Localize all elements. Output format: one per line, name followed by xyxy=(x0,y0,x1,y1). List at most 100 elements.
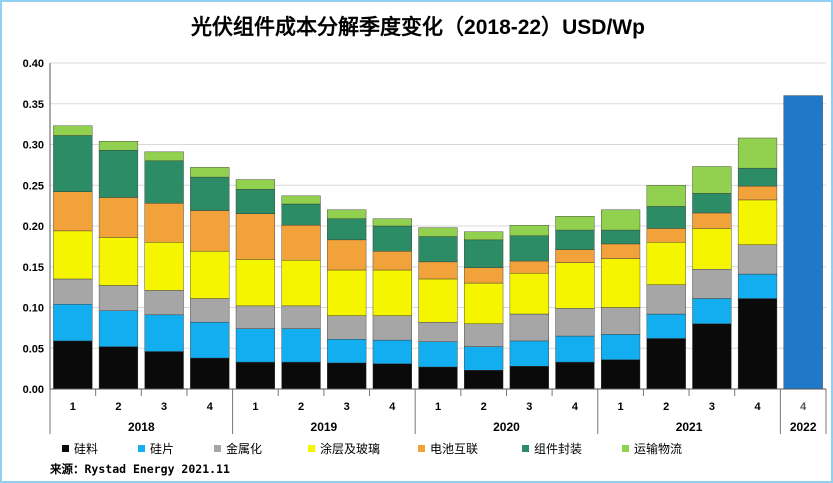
x-tick-label: 4 xyxy=(572,401,579,413)
legend-label: 组件封装 xyxy=(534,442,582,456)
bar-segment-6 xyxy=(190,176,230,211)
bar-segment-5 xyxy=(509,260,549,274)
bar-segment-4 xyxy=(144,242,184,291)
bar-segment-6 xyxy=(555,229,595,250)
bar-segment-6 xyxy=(418,236,458,263)
x-tick-label: 3 xyxy=(709,401,715,413)
bar-segment-2 xyxy=(737,273,778,299)
bar-segment-7 xyxy=(98,141,139,151)
y-tick-label: 0.20 xyxy=(23,221,44,233)
bar-segment-5 xyxy=(235,213,276,260)
bar-segment-4 xyxy=(692,228,732,270)
legend-swatch xyxy=(138,445,145,452)
legend-swatch xyxy=(62,445,69,452)
bar-segment-6 xyxy=(327,218,367,241)
bar-segment-1 xyxy=(418,366,458,390)
bar-segment-7 xyxy=(327,209,367,219)
chart-title: 光伏组件成本分解季度变化（2018-22）USD/Wp xyxy=(190,15,645,39)
bar-segment-6 xyxy=(372,225,412,252)
bar-segment-5 xyxy=(600,243,641,259)
bar-segment-1 xyxy=(235,361,276,390)
x-tick-label: 2 xyxy=(115,401,121,413)
bar-segment-5 xyxy=(737,185,778,201)
legend-label: 涂层及玻璃 xyxy=(320,441,380,456)
bar-segment-3 xyxy=(372,315,412,341)
bar-segment-2 xyxy=(281,328,321,363)
legend-label: 硅料 xyxy=(74,442,98,456)
x-tick-label: 4 xyxy=(800,401,807,413)
bar-segment-7 xyxy=(53,125,93,136)
bar-segment-7 xyxy=(144,151,184,162)
x-tick-label: 2 xyxy=(481,401,487,413)
bar-segment-6 xyxy=(144,160,184,204)
bar-segment-5 xyxy=(464,267,504,284)
legend-label: 硅片 xyxy=(150,442,174,456)
bar-segment-2 xyxy=(418,341,458,368)
bar-segment-6 xyxy=(53,135,93,192)
bar-segment-7 xyxy=(600,209,641,231)
bar-segment-5 xyxy=(327,239,367,271)
legend-swatch xyxy=(214,445,221,452)
bar-segment-2 xyxy=(235,328,276,363)
bar-segment-7 xyxy=(692,166,732,194)
bar-segment-5 xyxy=(372,251,412,271)
bar-segment-4 xyxy=(190,251,230,299)
bar-segment-4 xyxy=(53,230,93,280)
bar-segment-4 xyxy=(98,237,139,286)
x-tick-label: 2 xyxy=(298,401,304,413)
y-tick-label: 0.10 xyxy=(23,303,44,315)
bar-segment-1 xyxy=(281,361,321,390)
x-tick-label: 1 xyxy=(435,401,441,413)
bar-segment-7 xyxy=(509,224,549,236)
bar-segment-6 xyxy=(600,229,641,245)
y-tick-label: 0.25 xyxy=(23,180,44,192)
bar-segment-3 xyxy=(327,315,367,340)
axes: 0.00 0.05 0.10 0.15 0.20 0.25 0.30 0.35 0.40 1 2 3 4… xyxy=(23,58,827,434)
x-tick-label: 3 xyxy=(344,401,350,413)
bar-segment-7 xyxy=(464,231,504,241)
y-tick-label: 0.05 xyxy=(23,343,44,355)
bar-segment-2 xyxy=(190,321,230,359)
bar-segment-3 xyxy=(98,285,139,311)
legend-label: 运输物流 xyxy=(634,441,682,456)
bar-segment-2 xyxy=(464,346,504,371)
bar-segment-2 xyxy=(509,340,549,367)
legend-swatch xyxy=(308,445,315,452)
bar-segment-7 xyxy=(555,216,595,231)
bar-segment-1 xyxy=(372,363,412,390)
bar-segment-1 xyxy=(464,370,504,390)
bar-segment-4 xyxy=(555,262,595,309)
x-tick-label: 4 xyxy=(389,401,396,413)
bar-segment-7 xyxy=(646,185,686,207)
bar-segment-3 xyxy=(600,307,641,335)
year-label: 2021 xyxy=(676,420,703,434)
bar-segment-6 xyxy=(98,150,139,198)
bar-segment-1 xyxy=(600,359,641,390)
bar-segment-3 xyxy=(53,278,93,305)
bar-segment-4 xyxy=(464,282,504,324)
x-tick-label: 4 xyxy=(754,401,761,413)
legend-label: 金属化 xyxy=(226,441,262,456)
bars xyxy=(53,95,823,390)
bar-segment-6 xyxy=(646,206,686,229)
year-label: 2019 xyxy=(311,420,338,434)
y-tick-label: 0.00 xyxy=(23,384,44,396)
year-label: 2018 xyxy=(128,420,155,434)
bar-segment-1 xyxy=(53,340,93,390)
bar-segment-3 xyxy=(509,313,549,342)
legend-swatch xyxy=(418,445,425,452)
bar-segment-4 xyxy=(235,259,276,307)
year-label: 2020 xyxy=(493,420,520,434)
bar-segment-2 xyxy=(327,339,367,364)
bar-segment-5 xyxy=(281,224,321,261)
bar-segment-3 xyxy=(555,308,595,337)
bar-segment-3 xyxy=(190,298,230,323)
y-tick-label: 0.30 xyxy=(23,140,44,152)
bar-segment-1 xyxy=(509,365,549,390)
bar-segment-3 xyxy=(692,268,732,299)
bar-segment-1 xyxy=(737,298,778,390)
bar-segment-5 xyxy=(555,249,595,263)
x-tick-label: 1 xyxy=(252,401,258,413)
legend-swatch xyxy=(622,445,629,452)
